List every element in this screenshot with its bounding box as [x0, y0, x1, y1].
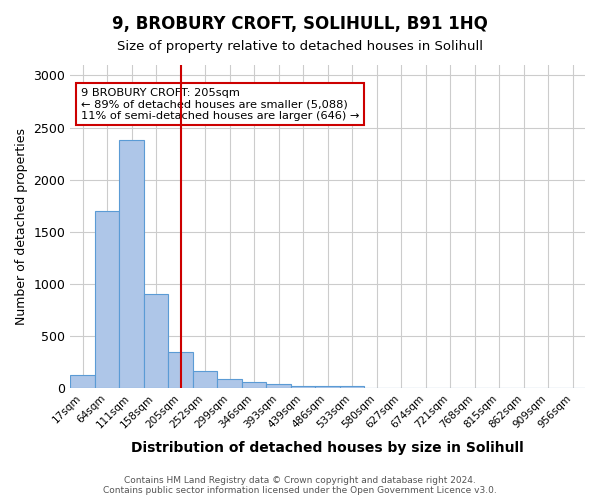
Text: 9, BROBURY CROFT, SOLIHULL, B91 1HQ: 9, BROBURY CROFT, SOLIHULL, B91 1HQ: [112, 15, 488, 33]
Bar: [95, 211, 119, 388]
Bar: [119, 140, 144, 388]
Text: Size of property relative to detached houses in Solihull: Size of property relative to detached ho…: [117, 40, 483, 53]
Bar: [242, 382, 266, 388]
Bar: [217, 379, 242, 388]
Bar: [144, 294, 169, 388]
Bar: [70, 374, 95, 388]
Bar: [340, 386, 364, 388]
Bar: [316, 386, 340, 388]
Bar: [291, 386, 316, 388]
Bar: [266, 384, 291, 388]
Bar: [193, 372, 217, 388]
Text: Contains HM Land Registry data © Crown copyright and database right 2024.
Contai: Contains HM Land Registry data © Crown c…: [103, 476, 497, 495]
Y-axis label: Number of detached properties: Number of detached properties: [15, 128, 28, 325]
X-axis label: Distribution of detached houses by size in Solihull: Distribution of detached houses by size …: [131, 441, 524, 455]
Bar: [169, 352, 193, 388]
Text: 9 BROBURY CROFT: 205sqm
← 89% of detached houses are smaller (5,088)
11% of semi: 9 BROBURY CROFT: 205sqm ← 89% of detache…: [80, 88, 359, 121]
